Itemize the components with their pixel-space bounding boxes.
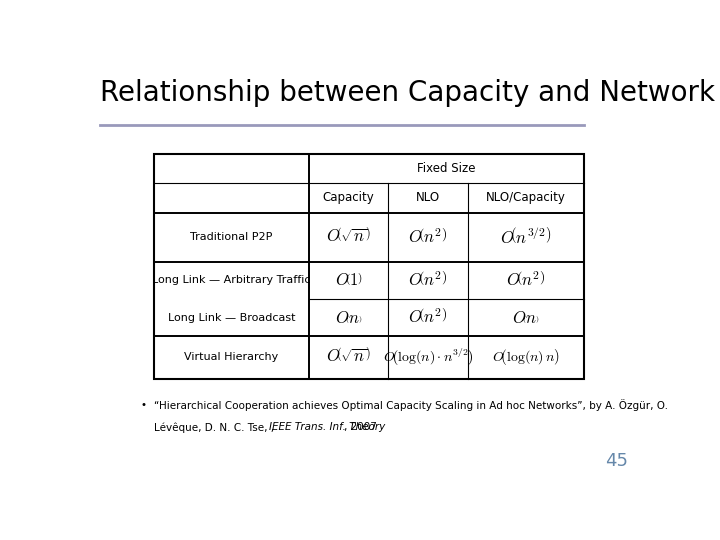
Text: Relationship between Capacity and Network Overhead: Relationship between Capacity and Networ…	[100, 79, 720, 107]
Text: $O\!\left(\sqrt{n}\right)$: $O\!\left(\sqrt{n}\right)$	[326, 348, 371, 367]
Text: Capacity: Capacity	[323, 192, 374, 205]
Text: Fixed Size: Fixed Size	[417, 163, 476, 176]
Text: $O\!\left(n^{3/2}\right)$: $O\!\left(n^{3/2}\right)$	[500, 227, 552, 247]
Text: NLO/Capacity: NLO/Capacity	[486, 192, 566, 205]
Text: NLO: NLO	[416, 192, 440, 205]
Text: Traditional P2P: Traditional P2P	[190, 232, 273, 242]
Text: $O\!\left(1\right)$: $O\!\left(1\right)$	[335, 272, 363, 289]
Text: $O\!\left(n\right)$: $O\!\left(n\right)$	[512, 308, 539, 327]
Text: , 2007: , 2007	[344, 422, 377, 433]
Text: $O\!\left(\log(n)\cdot n^{3/2}\right)$: $O\!\left(\log(n)\cdot n^{3/2}\right)$	[383, 347, 474, 368]
Text: Long Link — Arbitrary Traffic: Long Link — Arbitrary Traffic	[152, 275, 311, 286]
Text: $O\!\left(n^{2}\right)$: $O\!\left(n^{2}\right)$	[408, 228, 448, 247]
Text: •: •	[140, 400, 146, 409]
Text: $O\!\left(n^{2}\right)$: $O\!\left(n^{2}\right)$	[408, 271, 448, 290]
Text: 45: 45	[606, 452, 629, 470]
Text: $O\!\left(n\right)$: $O\!\left(n\right)$	[335, 308, 362, 327]
Text: IEEE Trans. Inf. Theory: IEEE Trans. Inf. Theory	[269, 422, 384, 433]
Text: Lévêque, D. N. C. Tse, ,: Lévêque, D. N. C. Tse, ,	[154, 422, 277, 433]
Text: Virtual Hierarchy: Virtual Hierarchy	[184, 353, 279, 362]
Text: Long Link — Broadcast: Long Link — Broadcast	[168, 313, 295, 322]
Text: “Hierarchical Cooperation achieves Optimal Capacity Scaling in Ad hoc Networks”,: “Hierarchical Cooperation achieves Optim…	[154, 400, 668, 411]
Text: $O\!\left(n^{2}\right)$: $O\!\left(n^{2}\right)$	[408, 308, 448, 327]
Text: $O\!\left(n^{2}\right)$: $O\!\left(n^{2}\right)$	[506, 271, 546, 290]
Text: $O\!\left(\log(n)\,n\right)$: $O\!\left(\log(n)\,n\right)$	[492, 347, 559, 367]
Text: $O\!\left(\sqrt{n}\right)$: $O\!\left(\sqrt{n}\right)$	[326, 228, 371, 246]
